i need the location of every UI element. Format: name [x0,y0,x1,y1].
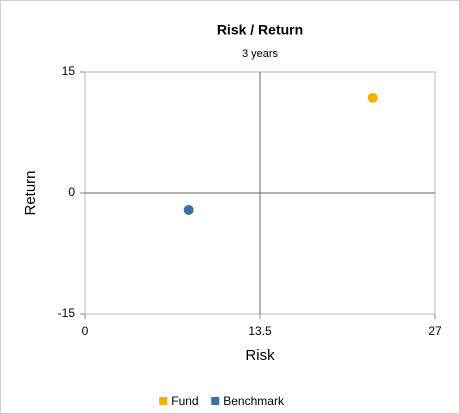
x-axis-label: Risk [245,347,275,364]
legend-label: Fund [171,394,198,408]
point [183,204,194,215]
x-tick-label: 13.5 [248,324,272,338]
y-tick-label: 0 [68,185,75,199]
legend-swatch [211,397,220,405]
x-tick-label: 27 [428,324,442,338]
x-tick-label: 0 [82,324,89,338]
point [367,92,378,103]
y-tick-label: -15 [58,306,76,320]
legend-swatch [159,397,168,405]
y-tick-label: 15 [62,64,76,78]
chart-subtitle: 3 years [242,48,279,60]
y-axis-label: Return [22,170,39,215]
legend-label: Benchmark [223,394,285,408]
chart-title: Risk / Return [217,22,303,38]
